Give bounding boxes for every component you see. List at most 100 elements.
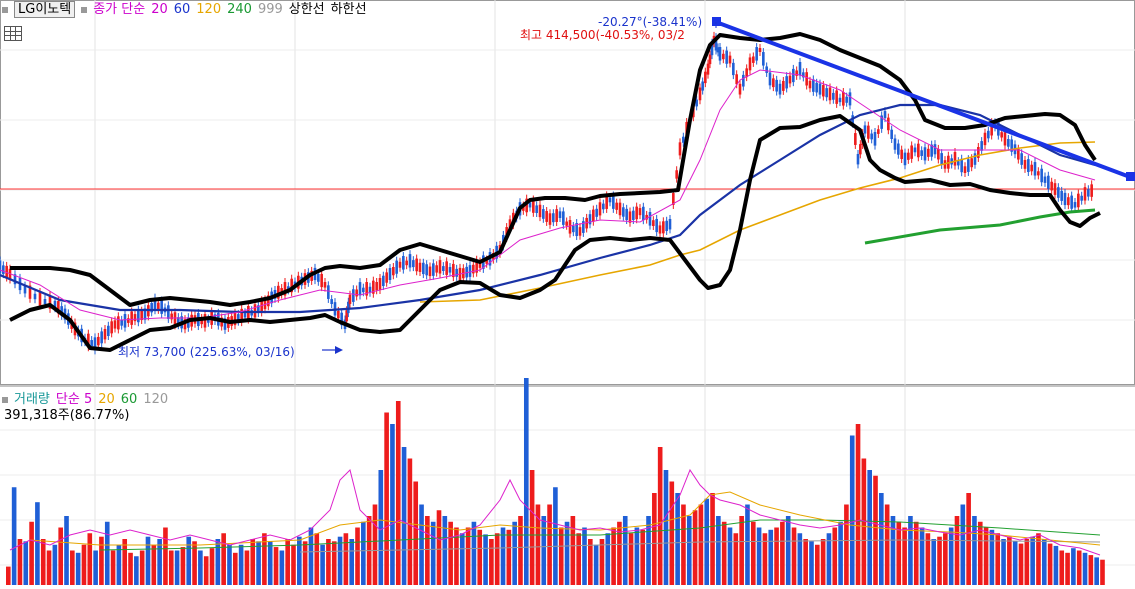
volume-bar	[180, 547, 186, 585]
candle-body	[815, 82, 818, 93]
volume-bar	[1018, 543, 1024, 585]
candle-body	[940, 153, 943, 165]
volume-bar	[669, 481, 675, 585]
ma60-line	[0, 103, 1096, 314]
candle-body	[565, 221, 568, 226]
volume-bar	[535, 504, 541, 585]
volume-bar	[692, 510, 698, 585]
candle-body	[5, 265, 8, 278]
candle-body	[113, 320, 117, 329]
indicator-7[interactable]: 하한선	[330, 2, 367, 17]
candle-body	[347, 301, 350, 314]
stock-name-button[interactable]: LG이노텍	[14, 1, 76, 18]
volume-bar	[768, 529, 774, 585]
volume-indicator-0[interactable]: 단순 5	[55, 392, 93, 407]
candle-body	[678, 142, 682, 156]
trend-line	[715, 20, 1131, 179]
candle-body	[718, 47, 722, 61]
indicator-2[interactable]: 60	[173, 2, 191, 17]
ma240-line	[864, 208, 1096, 245]
candle-body	[475, 259, 478, 273]
candle-body	[987, 130, 990, 139]
volume-bar	[361, 521, 366, 585]
candle-body	[668, 218, 672, 230]
candle-body	[933, 144, 937, 155]
indicator-4[interactable]: 240	[227, 2, 252, 17]
candle-body	[425, 264, 428, 276]
price-legend: LG이노텍 종가 단순 20 60 120 240 999 상한선 하한선	[2, 1, 379, 18]
candle-body	[267, 295, 270, 307]
candle-body	[392, 266, 395, 276]
volume-title[interactable]: 거래량	[14, 392, 50, 407]
candle-body	[910, 145, 913, 159]
volume-indicator-1[interactable]: 20	[98, 392, 115, 407]
volume-bar	[756, 527, 762, 585]
candle-body	[478, 261, 482, 268]
candle-body	[1083, 187, 1087, 201]
candle-body	[662, 221, 665, 234]
volume-bar	[425, 516, 430, 585]
trend-start-handle	[712, 17, 721, 26]
volume-bar	[500, 527, 506, 585]
indicator-5[interactable]: 999	[257, 2, 283, 17]
volume-bar	[628, 533, 634, 585]
indicator-1[interactable]: 20	[151, 2, 168, 17]
candle-body	[320, 273, 323, 288]
volume-bar	[913, 521, 919, 585]
candle-body	[628, 211, 632, 223]
volume-bar	[1071, 548, 1076, 585]
volume-bar	[814, 544, 820, 585]
candle-body	[133, 314, 137, 322]
volume-bar	[791, 527, 797, 585]
candle-body	[558, 211, 562, 219]
candle-body	[468, 265, 472, 277]
candle-body	[532, 199, 535, 213]
candle-body	[845, 96, 848, 103]
volume-indicator-3[interactable]: 120	[143, 392, 169, 407]
volume-bar	[308, 527, 314, 585]
candle-body	[605, 195, 608, 209]
candle-body	[963, 166, 967, 174]
volume-bar	[698, 504, 704, 585]
volume-bar	[832, 527, 838, 585]
candle-body	[798, 62, 802, 76]
candle-body	[752, 56, 755, 63]
candle-body	[445, 261, 448, 275]
candle-body	[422, 262, 425, 275]
volume-bar	[40, 539, 46, 585]
candle-body	[592, 209, 595, 222]
candle-body	[808, 80, 812, 89]
volume-bar	[681, 504, 686, 585]
volume-indicator-2[interactable]: 60	[120, 392, 138, 407]
volume-bar	[134, 556, 139, 585]
volume-bar	[657, 447, 663, 585]
grid-icon[interactable]	[4, 26, 22, 41]
volume-bar	[937, 536, 942, 585]
candle-body	[257, 305, 260, 314]
volume-current: 391,318주(86.77%)	[4, 408, 130, 423]
indicator-0[interactable]: 종가 단순	[93, 2, 146, 17]
volume-bar	[593, 544, 599, 585]
high-annotation: 최고 414,500(-40.53%, 03/2	[520, 28, 685, 42]
indicator-6[interactable]: 상한선	[288, 2, 325, 17]
volume-bar	[122, 539, 128, 585]
candle-body	[897, 143, 900, 155]
volume-bar	[489, 539, 494, 585]
volume-bar	[465, 527, 471, 585]
candle-body	[725, 50, 728, 64]
volume-bar	[1007, 536, 1012, 585]
candle-body	[60, 306, 63, 316]
volume-bar	[198, 550, 203, 585]
candle-body	[368, 286, 372, 293]
volume-bar	[652, 493, 657, 585]
volume-bar	[896, 521, 902, 585]
candle-body	[903, 152, 907, 166]
candle-body	[792, 68, 795, 83]
candle-body	[1007, 139, 1010, 147]
volume-bar	[349, 539, 355, 585]
candle-body	[240, 308, 243, 323]
volume-bar	[93, 550, 98, 585]
volume-bar	[35, 502, 40, 585]
indicator-3[interactable]: 120	[196, 2, 222, 17]
